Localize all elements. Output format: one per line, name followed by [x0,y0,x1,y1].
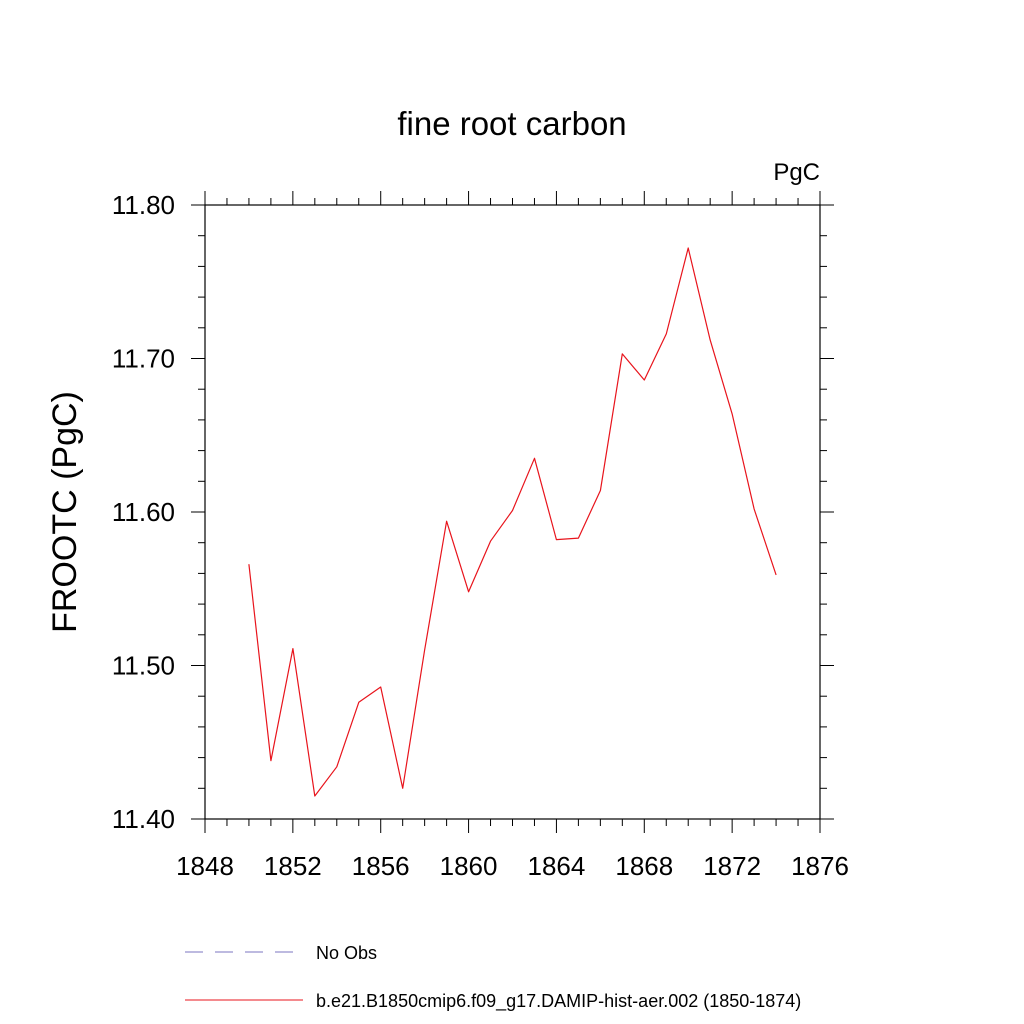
x-tick-label: 1856 [352,851,410,881]
plot-frame [204,204,821,820]
units-label: PgC [773,159,820,186]
y-tick-label: 11.70 [112,344,175,374]
y-tick-label: 11.80 [112,190,175,220]
x-axis: 1848 1852 1856 1860 1864 1868 1872 1876 [176,191,849,881]
y-axis: 11.40 11.50 11.60 11.70 11.80 [112,190,834,834]
x-tick-label: 1852 [264,851,322,881]
y-tick-label: 11.60 [112,497,175,527]
y-axis-label: FROOTC (PgC) [46,391,84,633]
x-tick-label: 1848 [176,851,234,881]
x-tick-label: 1876 [791,851,849,881]
legend-label: b.e21.B1850cmip6.f09_g17.DAMIP-hist-aer.… [316,991,801,1012]
legend-label: No Obs [316,943,377,963]
x-tick-label: 1868 [615,851,673,881]
series-layer [248,247,777,797]
x-tick-label: 1864 [528,851,586,881]
chart-title: fine root carbon [397,105,626,142]
y-tick-label: 11.40 [112,804,175,834]
y-tick-label: 11.50 [112,651,175,681]
x-tick-label: 1872 [703,851,761,881]
x-tick-label: 1860 [440,851,498,881]
legend: No Obs b.e21.B1850cmip6.f09_g17.DAMIP-his… [185,943,801,1012]
series-line [248,247,777,797]
